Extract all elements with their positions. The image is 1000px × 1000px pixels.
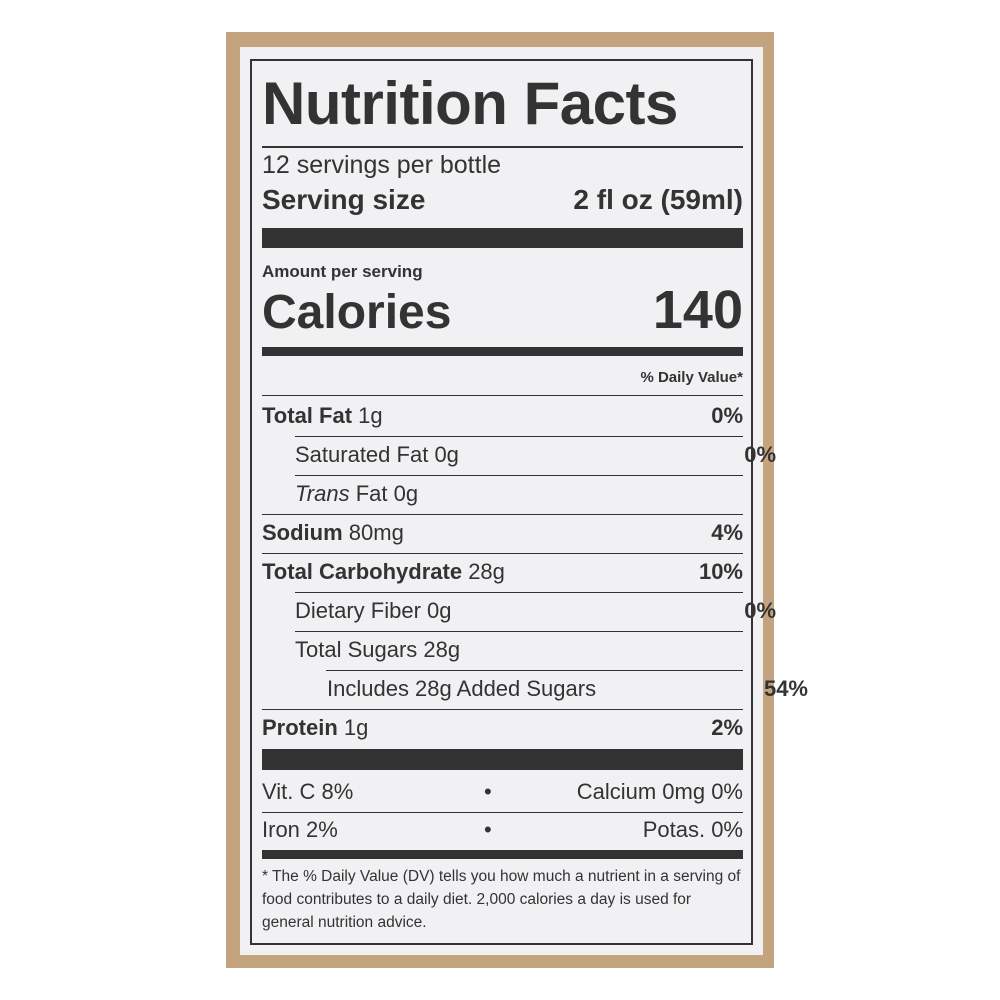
- footnote: * The % Daily Value (DV) tells you how m…: [262, 868, 741, 931]
- calories-label: Calories: [262, 286, 452, 339]
- vitamin-left: Vit. C 8%: [262, 779, 354, 804]
- nutrient-label: Includes 28g Added Sugars: [327, 676, 596, 702]
- nutrient-daily-value: 2%: [711, 715, 743, 740]
- nutrient-daily-value: 0%: [744, 442, 776, 467]
- medium-divider: [262, 850, 743, 859]
- divider: [262, 395, 743, 396]
- nutrient-label: Total Fat 1g: [262, 403, 383, 429]
- nutrient-label: Saturated Fat 0g: [295, 442, 459, 468]
- vitamin-row: Iron 2% • Potas. 0%: [262, 817, 743, 843]
- nutrient-row: Total Carbohydrate 28g 10%: [262, 559, 743, 585]
- nutrient-name: Sodium: [262, 520, 343, 545]
- nutrient-row: Total Sugars 28g: [262, 637, 776, 663]
- nutrient-name: Total Carbohydrate: [262, 559, 463, 584]
- nutrient-daily-value: 54%: [763, 676, 808, 701]
- nutrient-label: Total Sugars 28g: [295, 637, 460, 663]
- nutrient-amount: 1g: [358, 403, 383, 428]
- thick-divider: [262, 749, 743, 770]
- calories-row: Calories 140: [262, 282, 743, 341]
- vitamin-bullet: •: [484, 779, 492, 804]
- nutrient-amount: 28g: [423, 637, 461, 662]
- nutrient-label: Trans Fat 0g: [295, 481, 418, 507]
- nutrient-row: Total Fat 1g 0%: [262, 403, 743, 429]
- divider: [295, 592, 743, 593]
- nutrient-name: Total Sugars: [295, 637, 418, 662]
- divider: [262, 812, 743, 813]
- nutrient-row: Dietary Fiber 0g 0%: [262, 598, 776, 624]
- nutrient-label: Protein 1g: [262, 715, 368, 741]
- divider: [262, 553, 743, 554]
- divider: [326, 670, 743, 671]
- label-title: Nutrition Facts: [262, 70, 678, 137]
- nutrient-daily-value: 0%: [711, 403, 743, 428]
- vitamin-row: Vit. C 8% • Calcium 0mg 0%: [262, 779, 743, 805]
- divider: [295, 631, 743, 632]
- amount-per-serving: Amount per serving: [262, 262, 423, 281]
- nutrient-daily-value: 10%: [698, 559, 743, 584]
- servings-per-container: 12 servings per bottle: [262, 151, 502, 179]
- nutrient-name: Trans: [295, 481, 350, 506]
- nutrient-name-suffix: Fat: [355, 481, 388, 506]
- nutrient-row: Protein 1g 2%: [262, 715, 743, 741]
- nutrient-amount: 1g: [343, 715, 369, 740]
- serving-size-label: Serving size: [262, 184, 426, 215]
- nutrient-row: Saturated Fat 0g 0%: [262, 442, 776, 468]
- divider: [295, 436, 743, 437]
- nutrient-amount: 0g: [393, 481, 419, 506]
- divider: [262, 709, 743, 710]
- vitamin-bullet: •: [484, 817, 492, 842]
- calories-value: 140: [652, 280, 743, 340]
- divider: [262, 146, 743, 148]
- nutrient-name: Protein: [262, 715, 338, 740]
- nutrient-row: Trans Fat 0g: [262, 481, 776, 507]
- nutrient-amount: 80mg: [348, 520, 404, 545]
- thick-divider: [262, 228, 743, 248]
- nutrient-amount: 0g: [434, 442, 459, 467]
- nutrient-daily-value: 0%: [744, 598, 776, 623]
- serving-size-row: Serving size 2 fl oz (59ml): [262, 184, 743, 216]
- nutrient-name: Saturated Fat: [295, 442, 429, 467]
- nutrient-label: Dietary Fiber 0g: [295, 598, 452, 624]
- nutrient-amount: 0g: [427, 598, 452, 623]
- nutrient-label: Total Carbohydrate 28g: [262, 559, 505, 585]
- nutrient-name: Includes 28g Added Sugars: [327, 676, 597, 701]
- vitamin-right: Calcium 0mg 0%: [576, 779, 743, 804]
- divider: [262, 514, 743, 515]
- vitamin-left: Iron 2%: [262, 817, 338, 842]
- nutrition-facts-box: [250, 59, 753, 945]
- nutrient-name: Total Fat: [262, 403, 353, 428]
- nutrient-name: Dietary Fiber: [295, 598, 421, 623]
- nutrient-label: Sodium 80mg: [262, 520, 404, 546]
- nutrient-row: Sodium 80mg 4%: [262, 520, 743, 546]
- label-paper: [240, 47, 763, 955]
- vitamin-right: Potas. 0%: [642, 817, 743, 842]
- daily-value-header: % Daily Value*: [640, 369, 743, 386]
- divider: [295, 475, 743, 476]
- nutrient-row: Includes 28g Added Sugars 54%: [262, 676, 808, 702]
- nutrient-amount: 28g: [468, 559, 505, 584]
- serving-size-value: 2 fl oz (59ml): [573, 184, 743, 215]
- nutrient-daily-value: 4%: [711, 520, 743, 545]
- medium-divider: [262, 347, 743, 356]
